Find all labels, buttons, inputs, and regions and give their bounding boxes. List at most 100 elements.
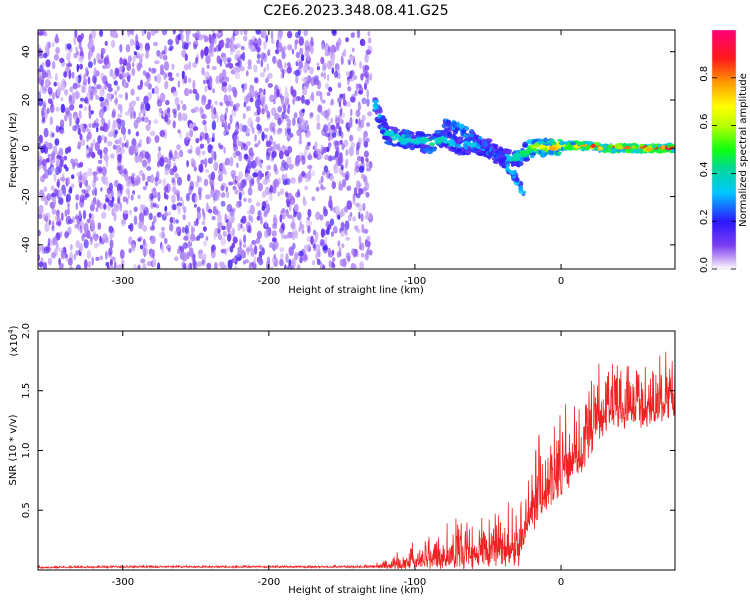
signal-speckle — [514, 153, 523, 159]
noise-speckle — [358, 165, 365, 173]
noise-speckle — [264, 127, 270, 132]
noise-speckle — [241, 226, 246, 232]
noise-speckle — [174, 172, 179, 179]
noise-speckle — [204, 157, 208, 168]
noise-speckle — [151, 235, 156, 244]
noise-speckle — [110, 128, 115, 136]
noise-speckle — [127, 75, 131, 83]
noise-speckle — [333, 70, 339, 78]
noise-speckle — [214, 192, 220, 201]
noise-speckle — [89, 91, 94, 101]
noise-speckle — [153, 119, 159, 124]
noise-speckle — [301, 155, 306, 166]
noise-speckle — [66, 43, 72, 50]
noise-speckle — [60, 96, 64, 102]
noise-speckle — [120, 119, 126, 128]
branch-speckle — [513, 169, 517, 176]
noise-speckle — [54, 73, 58, 81]
noise-speckle — [299, 47, 304, 55]
noise-speckle — [349, 96, 356, 103]
noise-speckle — [201, 95, 207, 106]
noise-speckle — [119, 185, 123, 195]
noise-speckle — [369, 73, 373, 81]
noise-speckle — [293, 97, 299, 102]
noise-speckle — [183, 235, 189, 241]
noise-speckle — [100, 154, 103, 159]
noise-speckle — [278, 42, 282, 53]
noise-speckle — [320, 72, 324, 78]
colorbar-ticks: 0.0 0.2 0.4 0.6 0.8 — [699, 66, 736, 273]
signal-speckle — [594, 146, 599, 151]
branch-speckle — [487, 151, 491, 155]
noise-speckle — [145, 243, 148, 248]
noise-speckle — [117, 198, 121, 204]
noise-speckle — [181, 252, 188, 262]
noise-speckle — [142, 263, 147, 269]
noise-speckle — [315, 211, 321, 221]
signal-speckle — [464, 146, 468, 150]
noise-speckle — [219, 101, 224, 107]
noise-speckle — [93, 58, 96, 66]
noise-speckle — [134, 180, 139, 186]
noise-speckle — [121, 219, 127, 225]
noise-speckle — [318, 180, 322, 185]
signal-speckle — [457, 145, 462, 149]
noise-speckle — [119, 249, 125, 259]
noise-speckle — [303, 85, 307, 95]
noise-speckle — [93, 234, 98, 242]
noise-speckle — [242, 113, 246, 120]
noise-speckle — [230, 213, 235, 224]
noise-speckle — [253, 255, 257, 265]
noise-speckle — [230, 170, 236, 178]
noise-speckle — [361, 114, 366, 121]
noise-speckle — [72, 82, 78, 90]
noise-speckle — [344, 228, 348, 237]
noise-speckle — [243, 30, 248, 36]
noise-speckle — [42, 116, 46, 123]
noise-speckle — [256, 53, 261, 60]
noise-speckle — [74, 30, 78, 39]
noise-speckle — [259, 215, 263, 225]
noise-speckle — [246, 127, 249, 137]
noise-speckle — [88, 51, 91, 61]
noise-speckle — [304, 149, 307, 157]
noise-speckle — [138, 212, 144, 223]
noise-speckle — [169, 223, 174, 232]
noise-speckle — [196, 175, 200, 183]
noise-speckle — [209, 137, 213, 142]
noise-speckle — [196, 211, 202, 220]
colorbar-tick-label: 0.6 — [699, 114, 710, 130]
noise-speckle — [46, 107, 50, 114]
noise-speckle — [307, 141, 311, 147]
noise-speckle — [172, 30, 176, 35]
noise-speckle — [300, 119, 306, 125]
noise-speckle — [221, 225, 226, 231]
noise-speckle — [177, 204, 181, 215]
noise-speckle — [202, 79, 206, 85]
noise-speckle — [303, 64, 309, 74]
noise-speckle — [186, 160, 190, 168]
snr-x-tick-label: -100 — [404, 577, 427, 588]
noise-speckle — [150, 201, 154, 209]
signal-speckle — [651, 144, 657, 149]
noise-speckle — [235, 200, 241, 208]
noise-speckle — [207, 144, 212, 154]
noise-speckle — [78, 110, 82, 120]
noise-speckle — [366, 89, 370, 99]
noise-speckle — [162, 111, 166, 118]
noise-speckle — [250, 248, 255, 257]
noise-speckle — [99, 30, 104, 38]
noise-speckle — [305, 99, 311, 106]
noise-speckle — [131, 100, 137, 106]
noise-speckle — [252, 172, 258, 178]
noise-speckle — [352, 216, 357, 222]
noise-speckle — [310, 91, 315, 101]
noise-speckle — [112, 108, 116, 118]
noise-speckle — [119, 66, 122, 71]
noise-speckle — [69, 186, 73, 194]
noise-speckle — [120, 58, 125, 64]
noise-speckle — [307, 154, 313, 161]
noise-speckle — [237, 222, 241, 232]
noise-speckle — [331, 30, 337, 35]
noise-speckle — [44, 222, 50, 233]
